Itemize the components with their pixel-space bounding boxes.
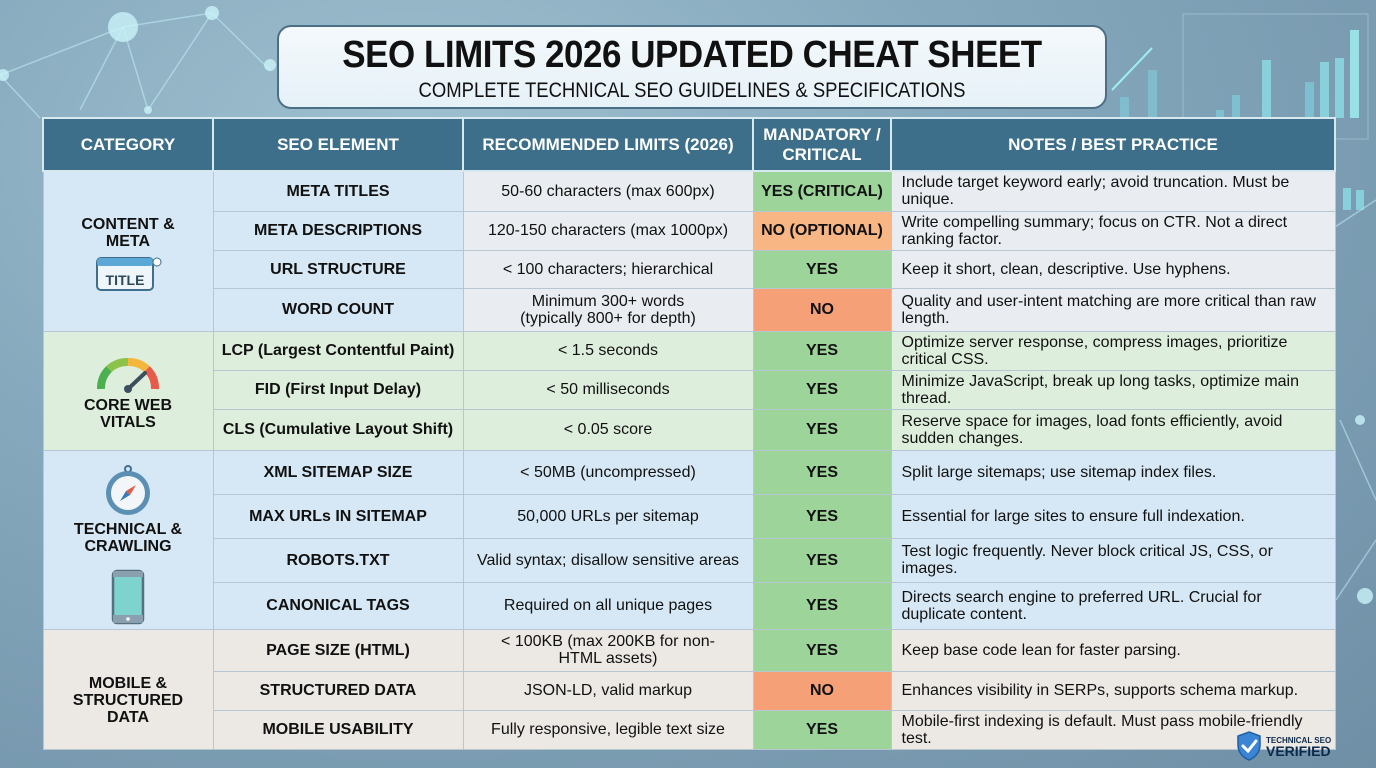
notes: Optimize server response, compress image… (890, 330, 1336, 371)
category-label: CONTENT & META (81, 216, 175, 251)
category-label: MOBILE & STRUCTURED DATA (72, 674, 184, 726)
recommended-limit: Fully responsive, legible text size (462, 709, 754, 750)
mandatory-status-yes: YES (752, 449, 892, 495)
notes: Mobile-first indexing is default. Must p… (890, 709, 1336, 750)
notes: Directs search engine to preferred URL. … (890, 582, 1336, 630)
seo-element: URL STRUCTURE (212, 249, 464, 289)
smartphone-icon (111, 569, 145, 624)
page-title: SEO LIMITS 2026 UPDATED CHEAT SHEET (342, 34, 1042, 76)
seo-limits-table: CATEGORY SEO ELEMENT RECOMMENDED LIMITS … (42, 117, 1336, 750)
table-row: MOBILE USABILITY Fully responsive, legib… (43, 709, 1336, 750)
seo-element: CLS (Cumulative Layout Shift) (212, 408, 464, 451)
recommended-limit: < 100KB (max 200KB for non-HTML assets) (462, 628, 754, 672)
seo-element: MAX URLs IN SITEMAP (212, 493, 464, 539)
recommended-limit: Valid syntax; disallow sensitive areas (462, 537, 754, 584)
notes: Reserve space for images, load fonts eff… (890, 408, 1336, 451)
table-row: CLS (Cumulative Layout Shift) < 0.05 sco… (43, 408, 1336, 451)
compass-icon (106, 464, 150, 515)
seo-element: MOBILE USABILITY (212, 709, 464, 750)
category-label: TECHNICAL & CRAWLING (73, 520, 183, 555)
recommended-limit: Required on all unique pages (462, 582, 754, 630)
column-header-mandatory: MANDATORY / CRITICAL (752, 117, 892, 172)
mandatory-status-yes: YES (752, 369, 892, 410)
mandatory-status-yes: YES (752, 330, 892, 371)
seo-element: XML SITEMAP SIZE (212, 449, 464, 495)
page-subtitle: COMPLETE TECHNICAL SEO GUIDELINES & SPEC… (418, 79, 966, 102)
table-row: CORE WEB VITALS LCP (Largest Contentful … (42, 330, 1336, 451)
title-window-icon: TITLE (96, 257, 162, 292)
table-row: MAX URLs IN SITEMAP 50,000 URLs per site… (43, 493, 1336, 539)
table-row: TECHNICAL & CRAWLING XML SITEMAP SIZE < … (42, 449, 1336, 630)
mandatory-status-yes: YES (752, 408, 892, 451)
badge-line1: TECHNICAL SEO (1266, 736, 1332, 745)
seo-element: CANONICAL TAGS (212, 582, 464, 630)
table-row: ROBOTS.TXT Valid syntax; disallow sensit… (43, 537, 1336, 584)
table-row: CONTENT & META TITLE META TITLES 50-60 c… (42, 170, 1336, 332)
notes: Split large sitemaps; use sitemap index … (890, 449, 1336, 495)
notes: Test logic frequently. Never block criti… (890, 537, 1336, 584)
mandatory-status-no: NO (752, 287, 892, 332)
table-row: MOBILE & STRUCTURED DATA PAGE SIZE (HTML… (42, 628, 1336, 750)
gauge-icon (97, 357, 159, 393)
category-content-meta: CONTENT & META TITLE (42, 170, 214, 332)
recommended-limit: < 1.5 seconds (462, 330, 754, 371)
verified-badge: TECHNICAL SEO VERIFIED (1236, 731, 1331, 761)
recommended-limit: JSON-LD, valid markup (462, 670, 754, 711)
shield-check-icon (1237, 731, 1261, 761)
mandatory-status-yes: YES (752, 537, 892, 584)
column-header-seo-element: SEO ELEMENT (212, 117, 464, 172)
badge-line2: VERIFIED (1266, 743, 1331, 759)
column-header-category: CATEGORY (42, 117, 214, 172)
category-technical-crawling: TECHNICAL & CRAWLING (42, 449, 214, 630)
table-row: CANONICAL TAGS Required on all unique pa… (43, 582, 1336, 630)
mandatory-status-no: NO (752, 670, 892, 711)
mandatory-status-yes: YES (CRITICAL) (752, 170, 892, 212)
column-header-notes: NOTES / BEST PRACTICE (890, 117, 1336, 172)
seo-element: META TITLES (212, 170, 464, 212)
recommended-limit: < 50 milliseconds (462, 369, 754, 410)
seo-element: STRUCTURED DATA (212, 670, 464, 711)
recommended-limit: < 0.05 score (462, 408, 754, 451)
table-row: META DESCRIPTIONS 120-150 characters (ma… (43, 210, 1336, 251)
recommended-limit: Minimum 300+ words (typically 800+ for d… (462, 287, 754, 332)
category-label: CORE WEB VITALS (84, 396, 172, 431)
notes: Minimize JavaScript, break up long tasks… (890, 369, 1336, 410)
seo-element: WORD COUNT (212, 287, 464, 332)
category-core-web-vitals: CORE WEB VITALS (42, 330, 214, 451)
table-row: URL STRUCTURE < 100 characters; hierarch… (43, 249, 1336, 289)
notes: Quality and user-intent matching are mor… (890, 287, 1336, 332)
mandatory-status-yes: YES (752, 628, 892, 672)
table-row: STRUCTURED DATA JSON-LD, valid markup NO… (43, 670, 1336, 711)
category-mobile-structured-data: MOBILE & STRUCTURED DATA (42, 628, 214, 750)
seo-element: META DESCRIPTIONS (212, 210, 464, 251)
table-row: FID (First Input Delay) < 50 millisecond… (43, 369, 1336, 410)
column-header-recommended-limits: RECOMMENDED LIMITS (2026) (462, 117, 754, 172)
seo-element: ROBOTS.TXT (212, 537, 464, 584)
notes: Keep base code lean for faster parsing. (890, 628, 1336, 672)
notes: Include target keyword early; avoid trun… (890, 170, 1336, 212)
table-header-row: CATEGORY SEO ELEMENT RECOMMENDED LIMITS … (42, 117, 1336, 172)
notes: Essential for large sites to ensure full… (890, 493, 1336, 539)
recommended-limit: 50,000 URLs per sitemap (462, 493, 754, 539)
table-row: WORD COUNT Minimum 300+ words (typically… (43, 287, 1336, 332)
notes: Write compelling summary; focus on CTR. … (890, 210, 1336, 251)
seo-element: FID (First Input Delay) (212, 369, 464, 410)
mandatory-status-yes: YES (752, 582, 892, 630)
recommended-limit: 50-60 characters (max 600px) (462, 170, 754, 212)
mandatory-status-yes: YES (752, 493, 892, 539)
recommended-limit: 120-150 characters (max 1000px) (462, 210, 754, 251)
mandatory-status-optional: NO (OPTIONAL) (752, 210, 892, 251)
title-banner: SEO LIMITS 2026 UPDATED CHEAT SHEET COMP… (277, 25, 1107, 109)
recommended-limit: < 50MB (uncompressed) (462, 449, 754, 495)
seo-element: LCP (Largest Contentful Paint) (212, 330, 464, 371)
svg-text:TITLE: TITLE (106, 272, 145, 288)
recommended-limit: < 100 characters; hierarchical (462, 249, 754, 289)
notes: Keep it short, clean, descriptive. Use h… (890, 249, 1336, 289)
mandatory-status-yes: YES (752, 709, 892, 750)
notes: Enhances visibility in SERPs, supports s… (890, 670, 1336, 711)
seo-element: PAGE SIZE (HTML) (212, 628, 464, 672)
mandatory-status-yes: YES (752, 249, 892, 289)
